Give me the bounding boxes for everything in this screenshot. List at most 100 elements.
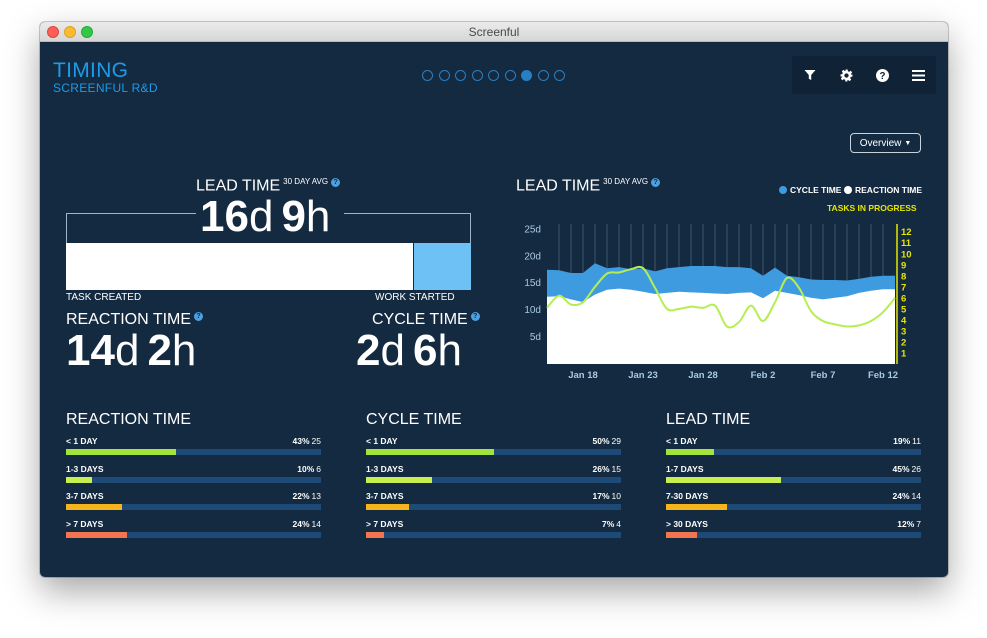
legend-reaction-time: REACTION TIME: [844, 185, 922, 195]
distribution-title: CYCLE TIME: [366, 411, 462, 428]
bucket-label: > 30 DAYS: [666, 518, 708, 529]
y-tick-label: 25d: [524, 224, 541, 235]
toolbar: ?: [792, 56, 936, 94]
menu-button[interactable]: [900, 56, 936, 94]
window-title: Screenful: [468, 25, 520, 39]
y2-tick-label: 2: [901, 337, 906, 348]
x-tick-label: Jan 18: [568, 370, 598, 378]
distribution-row: > 7 DAYS 24% 14: [66, 519, 321, 549]
bucket-track: [66, 504, 321, 510]
bucket-value: 17% 10: [592, 491, 621, 501]
bucket-label: < 1 DAY: [666, 436, 698, 446]
y2-tick-label: 1: [901, 348, 907, 359]
tasks-in-progress-line: [546, 265, 896, 329]
bucket-label: < 1 DAY: [366, 436, 398, 446]
y-tick-label: 10d: [524, 305, 541, 316]
bucket-value: 7% 4: [601, 518, 621, 529]
chart-title: LEAD TIME 30 DAY AVG?: [516, 177, 661, 195]
bucket-label: 1-7 DAYS: [666, 463, 704, 474]
page-dot[interactable]: [422, 70, 433, 81]
page-dot[interactable]: [521, 70, 532, 81]
distribution-row: 1-3 DAYS 10% 6: [66, 464, 321, 494]
y2-tick-label: 5: [901, 304, 907, 315]
overview-dropdown[interactable]: Overview ▼: [850, 133, 921, 153]
distribution-row: 1-3 DAYS 26% 15: [366, 464, 621, 494]
bucket-value: 24% 14: [292, 518, 321, 529]
reaction-time-bar: [66, 243, 413, 290]
x-tick-label: Jan 23: [628, 370, 658, 378]
title-bar: Screenful: [40, 22, 948, 42]
y2-tick-label: 4: [901, 315, 907, 326]
x-tick-label: Feb 7: [811, 370, 836, 378]
page-dot[interactable]: [471, 70, 483, 81]
bucket-fill: [666, 531, 697, 538]
page-dot[interactable]: [554, 70, 565, 81]
reaction-time-value: 14d 2h: [66, 326, 197, 375]
info-icon[interactable]: ?: [194, 311, 204, 321]
bucket-track: [666, 476, 921, 483]
bucket-value: 26% 15: [592, 463, 621, 474]
bucket-label: 3-7 DAYS: [66, 491, 104, 501]
dashboard: TIMING SCREENFUL R&D ? Overview ▼ LEAD: [40, 42, 948, 577]
bucket-value: 43% 25: [292, 436, 321, 446]
bucket-label: < 1 DAY: [66, 436, 98, 446]
bucket-value: 10% 6: [297, 463, 321, 474]
bucket-fill: [66, 449, 176, 455]
cycle-time-bar: [414, 243, 471, 290]
y2-tick-label: 9: [901, 260, 906, 271]
settings-button[interactable]: [828, 56, 864, 94]
bucket-label: > 7 DAYS: [366, 518, 404, 529]
bucket-fill: [66, 476, 92, 483]
lead-time-value: 16d 9h: [200, 192, 331, 241]
page-dot[interactable]: [438, 70, 450, 81]
bucket-value: 24% 14: [892, 491, 921, 501]
bucket-value: 12% 7: [897, 518, 921, 529]
bucket-fill: [666, 504, 727, 510]
bucket-fill: [366, 449, 494, 455]
cycle-time-value: 2d 6h: [356, 326, 462, 375]
bucket-track: [66, 476, 321, 483]
bucket-label: 3-7 DAYS: [366, 491, 404, 501]
bucket-fill: [666, 449, 714, 455]
y2-tick-label: 11: [901, 238, 912, 249]
bucket-fill: [66, 531, 127, 538]
distribution-row: > 30 DAYS 12% 7: [666, 519, 921, 549]
page-subtitle: SCREENFUL R&D: [53, 81, 158, 95]
info-icon[interactable]: ?: [331, 178, 341, 187]
minimize-window-button[interactable]: [64, 26, 76, 38]
bucket-track: [66, 449, 321, 455]
bucket-label: 1-3 DAYS: [66, 463, 104, 474]
avg-label: 30 DAY AVG: [283, 177, 329, 186]
bucket-label: 7-30 DAYS: [666, 491, 709, 501]
info-icon[interactable]: ?: [651, 178, 661, 187]
filter-button[interactable]: [792, 56, 828, 94]
page-dot[interactable]: [504, 70, 516, 81]
y2-tick-label: 3: [901, 326, 906, 337]
distribution-row: < 1 DAY 19% 11: [666, 436, 921, 466]
page-dot[interactable]: [488, 70, 499, 81]
distribution-row: 1-7 DAYS 45% 26: [666, 464, 921, 494]
page-dot[interactable]: [537, 70, 549, 81]
hamburger-icon: [911, 69, 925, 81]
page-title: TIMING: [53, 59, 129, 82]
info-icon[interactable]: ?: [470, 311, 480, 321]
chart-subtitle: 30 DAY AVG: [603, 177, 649, 186]
close-window-button[interactable]: [47, 26, 59, 38]
bucket-value: 50% 29: [592, 436, 621, 446]
distribution-title: REACTION TIME: [66, 411, 192, 428]
legend-cycle-time: CYCLE TIME: [779, 185, 841, 195]
bucket-fill: [366, 504, 409, 510]
zoom-window-button[interactable]: [81, 26, 93, 38]
bucket-track: [666, 449, 921, 455]
bucket-value: 45% 26: [892, 463, 921, 474]
page-dot[interactable]: [455, 70, 466, 81]
y-tick-label: 15d: [524, 278, 541, 289]
distribution-row: 3-7 DAYS 17% 10: [366, 491, 621, 521]
x-tick-label: Feb 2: [751, 370, 776, 378]
help-button[interactable]: ?: [864, 56, 900, 94]
bucket-track: [666, 531, 921, 538]
distribution-row: < 1 DAY 43% 25: [66, 436, 321, 466]
work-started-label: WORK STARTED: [375, 292, 455, 303]
overview-label: Overview: [859, 137, 902, 149]
distribution-row: < 1 DAY 50% 29: [366, 436, 621, 466]
